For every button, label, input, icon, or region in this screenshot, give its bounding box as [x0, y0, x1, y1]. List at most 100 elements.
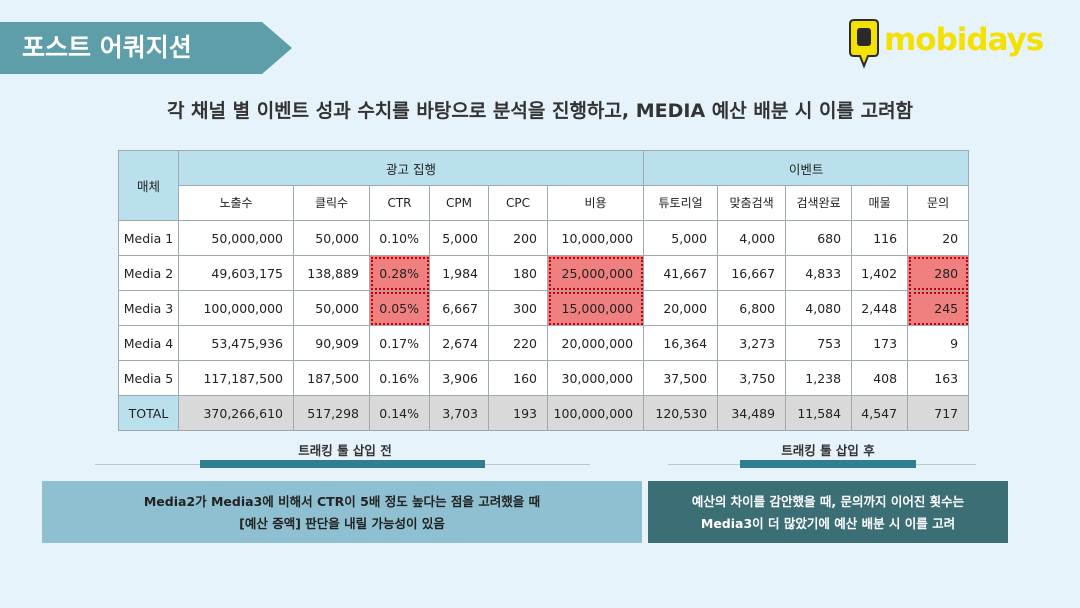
before-conclusion-line-2: [예산 증액] 판단을 내릴 가능성이 있음 [239, 516, 445, 531]
value-cell: 10,000,000 [546, 220, 645, 256]
value-cell: 5,000 [643, 220, 719, 256]
value-cell: 116 [851, 220, 909, 256]
table-group-header-row: 매체 광고 집행 이벤트 [118, 150, 970, 221]
headline: 각 채널 별 이벤트 성과 수치를 바탕으로 분석을 진행하고, MEDIA 예… [166, 100, 914, 122]
media-name-cell: Media 5 [118, 360, 179, 396]
column-header-ctr: CTR [369, 185, 430, 221]
mobidays-logo: mobidays [846, 18, 1060, 72]
total-row: TOTAL 370,266,610 517,298 0.14% 3,703 193 100,… [118, 395, 970, 431]
before-accent-bar [200, 460, 485, 468]
value-cell: 9 [907, 325, 970, 361]
value-cell: 0.16% [369, 360, 430, 396]
value-cell: 50,000,000 [178, 220, 294, 256]
value-cell: 0.17% [369, 325, 430, 361]
value-cell: 20,000 [643, 290, 719, 326]
value-cell: 680 [785, 220, 853, 256]
title-banner: 포스트 어쿼지션 [0, 22, 292, 74]
media-name-cell: Media 1 [118, 220, 179, 256]
table-row: Media 2 49,603,175 138,889 0.28% 1,984 180 25,… [118, 255, 970, 291]
column-header-cpm: CPM [429, 185, 489, 221]
logo-text: mobidays [884, 22, 1044, 58]
value-cell: 408 [851, 360, 909, 396]
column-header-clicks: 클릭수 [293, 185, 370, 221]
value-cell: 220 [488, 325, 548, 361]
value-cell: 4,833 [785, 255, 853, 291]
column-header-search-complete: 검색완료 [785, 185, 853, 221]
value-cell: 37,500 [643, 360, 719, 396]
media-column-header: 매체 [118, 150, 179, 221]
column-header-inquiry: 문의 [907, 185, 970, 221]
value-cell: 34,489 [717, 395, 787, 431]
value-cell: 4,000 [717, 220, 787, 256]
title-banner-shape [0, 22, 292, 74]
value-cell: 2,448 [851, 290, 909, 326]
value-cell: 753 [785, 325, 853, 361]
total-label: TOTAL [118, 395, 179, 431]
column-header-cpc: CPC [488, 185, 548, 221]
value-cell: 717 [907, 395, 970, 431]
value-cell: 6,800 [717, 290, 787, 326]
value-cell: 4,080 [785, 290, 853, 326]
after-conclusion-line-2: Media3이 더 많았기에 예산 배분 시 이를 고려 [700, 516, 956, 531]
value-cell: 0.14% [369, 395, 430, 431]
media-name-cell: Media 3 [118, 290, 179, 326]
value-cell: 50,000 [293, 220, 370, 256]
value-cell: 50,000 [293, 290, 370, 326]
highlighted-value-cell: 25,000,000 [546, 255, 645, 291]
value-cell: 160 [488, 360, 548, 396]
value-cell: 138,889 [293, 255, 370, 291]
table-row: Media 4 53,475,936 90,909 0.17% 2,674 220 20,0… [118, 325, 970, 361]
highlighted-value-cell: 0.28% [369, 255, 430, 291]
after-tracking-conclusion: 예산의 차이를 감안했을 때, 문의까지 이어진 횟수는 Media3이 더 많… [648, 481, 1008, 543]
value-cell: 3,703 [429, 395, 489, 431]
logo-pin-icon [849, 19, 879, 69]
value-cell: 3,273 [717, 325, 787, 361]
value-cell: 53,475,936 [178, 325, 294, 361]
media-name-cell: Media 2 [118, 255, 179, 291]
column-header-cost: 비용 [546, 185, 645, 221]
value-cell: 11,584 [785, 395, 853, 431]
highlighted-value-cell: 280 [907, 255, 970, 291]
value-cell: 517,298 [293, 395, 370, 431]
value-cell: 20,000,000 [546, 325, 645, 361]
event-group-header: 이벤트 [643, 150, 970, 186]
value-cell: 1,984 [429, 255, 489, 291]
value-cell: 163 [907, 360, 970, 396]
before-tracking-conclusion: Media2가 Media3에 비해서 CTR이 5배 정도 높다는 점을 고려… [42, 481, 642, 543]
value-cell: 173 [851, 325, 909, 361]
value-cell: 16,667 [717, 255, 787, 291]
before-tracking-label: 트래킹 툴 삽입 전 [298, 443, 392, 458]
media-name-cell: Media 4 [118, 325, 179, 361]
value-cell: 1,238 [785, 360, 853, 396]
value-cell: 117,187,500 [178, 360, 294, 396]
after-tracking-label: 트래킹 툴 삽입 후 [781, 443, 875, 458]
table-body: Media 1 50,000,000 50,000 0.10% 5,000 200 10,0… [118, 220, 970, 431]
after-accent-bar [740, 460, 916, 468]
column-header-impressions: 노출수 [178, 185, 294, 221]
value-cell: 6,667 [429, 290, 489, 326]
value-cell: 90,909 [293, 325, 370, 361]
value-cell: 193 [488, 395, 548, 431]
column-header-tutorial: 튜토리얼 [643, 185, 719, 221]
table-row: Media 5 117,187,500 187,500 0.16% 3,906 160 30… [118, 360, 970, 396]
value-cell: 16,364 [643, 325, 719, 361]
value-cell: 41,667 [643, 255, 719, 291]
value-cell: 300 [488, 290, 548, 326]
after-conclusion-line-1: 예산의 차이를 감안했을 때, 문의까지 이어진 횟수는 [691, 494, 965, 509]
value-cell: 5,000 [429, 220, 489, 256]
value-cell: 370,266,610 [178, 395, 294, 431]
value-cell: 3,750 [717, 360, 787, 396]
value-cell: 200 [488, 220, 548, 256]
value-cell: 3,906 [429, 360, 489, 396]
value-cell: 4,547 [851, 395, 909, 431]
value-cell: 30,000,000 [546, 360, 645, 396]
value-cell: 0.10% [369, 220, 430, 256]
highlighted-value-cell: 245 [907, 290, 970, 326]
value-cell: 20 [907, 220, 970, 256]
media-performance-table: 매체 광고 집행 이벤트 노출수 클릭수 CTR CPM CPC 비용 튜토리얼… [118, 150, 970, 431]
value-cell: 120,530 [643, 395, 719, 431]
value-cell: 187,500 [293, 360, 370, 396]
table-row: Media 1 50,000,000 50,000 0.10% 5,000 200 10,0… [118, 220, 970, 256]
value-cell: 1,402 [851, 255, 909, 291]
value-cell: 2,674 [429, 325, 489, 361]
